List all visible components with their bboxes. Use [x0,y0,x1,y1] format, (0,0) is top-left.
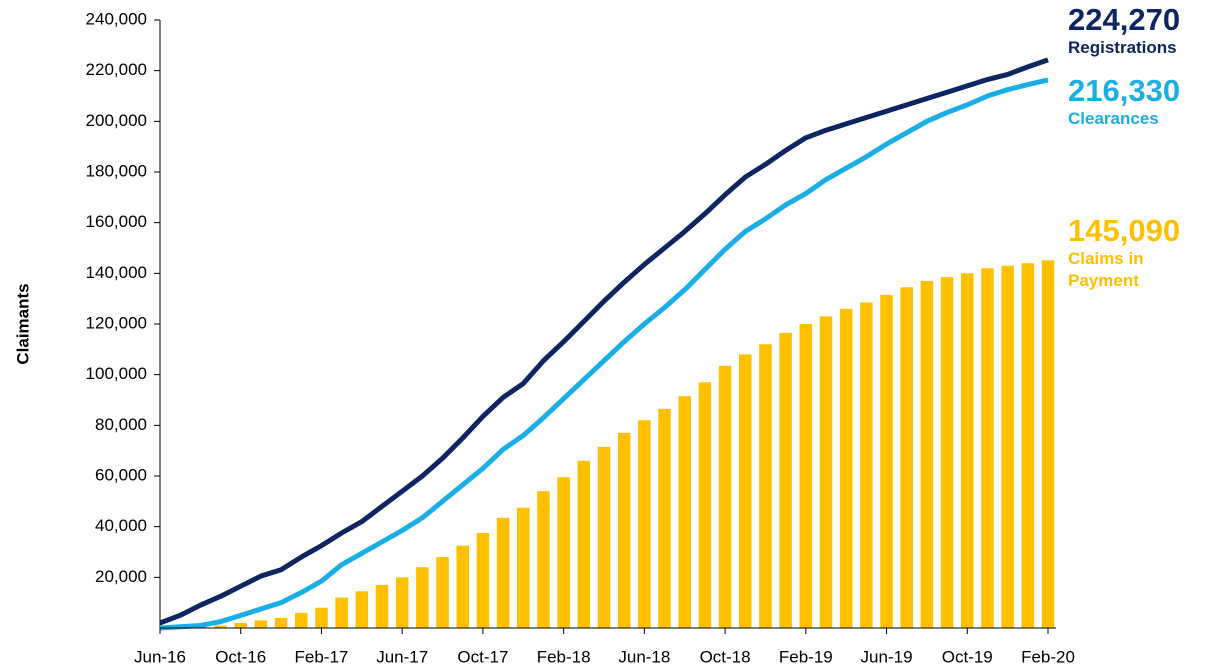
x-tick-label: Feb-20 [1021,647,1075,666]
bar [779,332,792,628]
line [159,57,1049,626]
y-tick-label: 40,000 [95,516,147,535]
y-tick-label: 20,000 [95,567,147,586]
bar [900,287,913,628]
x-tick-label: Jun-18 [618,647,670,666]
y-tick-label: 160,000 [86,212,147,231]
end-label: 145,090 Claims in Payment [1068,213,1181,292]
end-value-label: 145,090 [1068,213,1181,248]
x-tick-label: Oct-18 [700,647,751,666]
bar [597,446,611,628]
bar [375,584,389,628]
bar [860,302,873,628]
legend-label: Claims in Payment [1068,249,1144,290]
bar [617,432,631,628]
x-tick-label: Feb-18 [537,647,591,666]
bar [517,507,530,628]
bar [395,577,409,628]
bar [961,273,974,628]
y-tick-label: 200,000 [86,111,147,130]
bar [234,622,247,628]
bar [698,382,712,628]
bar [1021,263,1035,628]
y-tick-label: 80,000 [95,415,147,434]
bar [254,620,268,628]
legend-label: Clearances [1068,109,1159,128]
end-value-label: 216,330 [1068,73,1181,108]
bar [839,308,853,628]
y-tick-label: 120,000 [86,313,147,332]
bar [940,277,954,628]
bar [537,491,550,628]
bar [476,533,490,628]
y-tick-label: 100,000 [86,364,147,383]
bar [678,396,691,628]
bar [295,612,308,628]
bar [274,617,288,628]
legend-label: Registrations [1068,38,1177,57]
x-tick-label: Jun-19 [861,647,913,666]
y-tick-label: 140,000 [86,263,147,282]
bar [981,268,994,628]
bar [1001,265,1014,628]
bar [718,365,732,628]
bar [335,597,348,628]
bar [880,294,893,628]
bar [920,280,934,628]
bar [759,344,772,628]
x-tick-label: Oct-19 [942,647,993,666]
x-tick-label: Feb-17 [295,647,349,666]
bar [557,477,570,628]
y-tick-label: 60,000 [95,465,147,484]
bar [577,460,591,628]
end-label: 216,330 Clearances [1068,74,1225,130]
bar [739,354,752,628]
end-label: 224,270 Registrations [1068,3,1225,59]
bar [638,420,651,628]
bar [1041,260,1055,628]
x-tick-label: Oct-17 [457,647,508,666]
bar [436,557,449,628]
bar [416,567,429,628]
x-tick-label: Feb-19 [779,647,833,666]
bar [496,517,510,628]
bar [214,625,227,628]
x-tick-label: Jun-16 [134,647,186,666]
end-value-label: 224,270 [1068,2,1181,37]
bar [355,591,369,628]
bar [315,607,328,628]
bar [799,324,813,628]
y-tick-label: 180,000 [86,161,147,180]
bar [819,316,833,628]
line [159,77,1049,631]
y-tick-label: 220,000 [86,60,147,79]
y-tick-label: 240,000 [86,9,147,28]
x-tick-label: Jun-17 [376,647,428,666]
bar [456,545,469,628]
bar [658,408,671,628]
y-axis-label: Claimants [13,283,32,364]
x-tick-label: Oct-16 [215,647,266,666]
